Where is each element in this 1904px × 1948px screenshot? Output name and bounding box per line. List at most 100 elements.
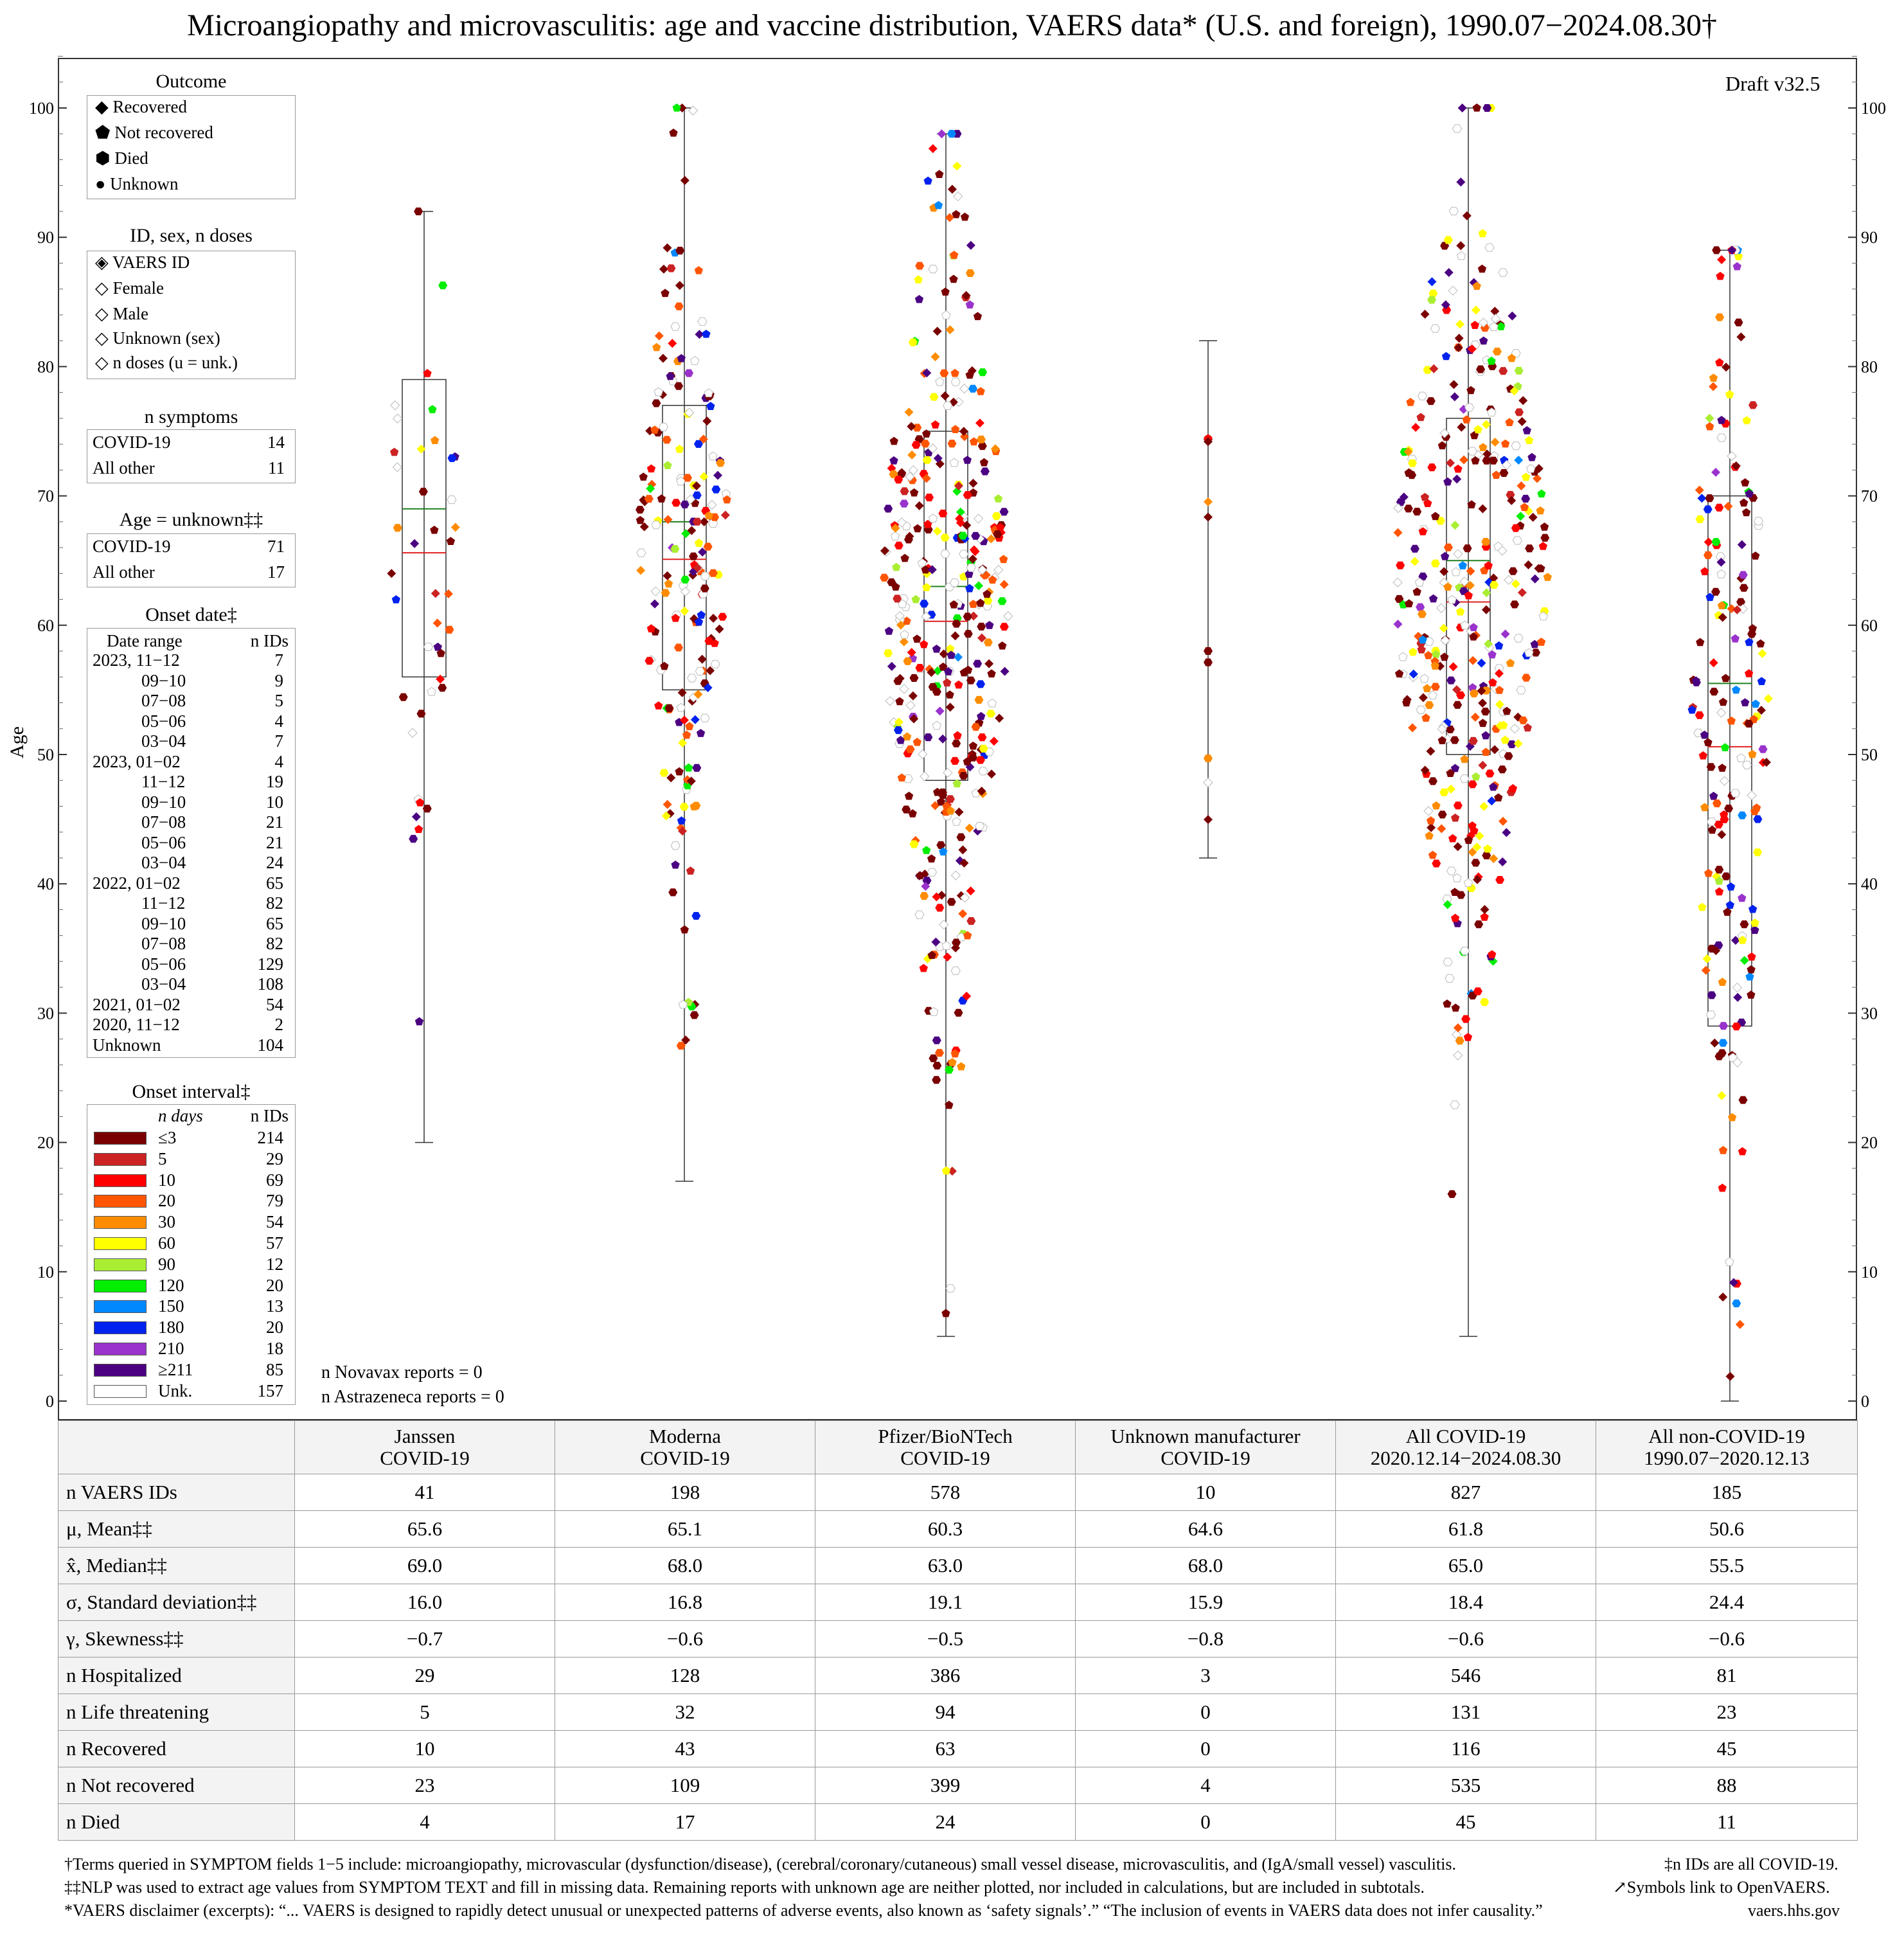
footnote-star-right: vaers.hhs.gov [1748,1901,1840,1920]
onset-date-range: 07−08 [141,934,186,953]
data-point [446,537,456,546]
data-point [1482,851,1491,860]
data-point [652,399,661,407]
data-point [974,581,984,591]
data-point [1423,366,1432,374]
y-tick-label-right: 20 [1861,1134,1878,1152]
data-point [1446,784,1456,794]
data-point [1499,469,1509,477]
data-point [436,648,445,657]
data-point [1476,365,1486,373]
data-point [1466,566,1475,576]
data-point [680,925,689,934]
data-point [1423,806,1434,816]
table-cell: 19.1 [815,1584,1076,1621]
n-symptoms-other-value: 11 [268,458,285,478]
data-point [1466,580,1475,590]
onset-date-range: 2022, 01−02 [93,873,181,893]
table-cell: 94 [815,1693,1076,1731]
onset-date-legend: Date range n IDs 2023, 11−12 7 09−10 9 07−08… [87,628,296,1058]
data-point [1751,551,1760,560]
data-point [1393,503,1403,514]
data-point [1440,652,1449,661]
data-point [889,456,898,465]
col-header-all-covid: All COVID-19 2020.12.14−2024.08.30 [1335,1420,1596,1474]
y-tick-label-right: 40 [1861,875,1878,893]
row-label: n Not recovered [58,1767,295,1804]
data-point [1747,965,1756,974]
data-point [927,565,937,575]
data-point [431,436,440,445]
data-point [948,1058,957,1066]
data-point [1468,737,1478,745]
data-point [1468,683,1477,692]
data-point [956,518,965,528]
data-point [916,871,925,880]
data-point [1716,271,1725,280]
data-point [1727,451,1737,461]
data-point [935,170,944,179]
data-point [1477,658,1486,668]
legend-doses: n doses (u = unk.) [112,353,238,372]
data-point [1478,760,1488,770]
data-point [973,514,984,524]
data-point [1412,508,1422,516]
data-point [932,1076,941,1084]
data-point [1003,611,1013,621]
data-point [710,659,720,669]
onset-interval-count: 13 [266,1296,283,1316]
data-point [1745,972,1754,981]
data-point [658,422,668,432]
data-point [959,384,970,394]
table-cell: 65.0 [1335,1547,1596,1584]
data-point [1419,674,1429,683]
data-point [1506,659,1515,667]
data-point [927,868,938,877]
data-point [398,693,408,701]
data-point [679,715,689,725]
onset-date-count: 7 [274,650,284,670]
data-point [690,1011,699,1019]
data-point [387,569,396,578]
data-point [908,809,917,818]
data-point [1204,647,1213,655]
table-row: n Recovered 10 43 63 0 116 45 [58,1730,1858,1767]
data-point [952,816,961,826]
data-point [430,525,439,534]
data-point [1540,523,1549,531]
data-point [1739,920,1749,929]
table-cell: −0.5 [815,1620,1076,1658]
data-point [1508,784,1518,792]
data-point [1523,723,1532,732]
data-point [1446,866,1457,875]
data-point [1459,576,1470,587]
data-point [677,353,686,362]
data-point [1536,506,1545,515]
row-label: n Life threatening [58,1693,295,1731]
plot-area [58,58,1857,1420]
data-point [977,565,988,575]
onset-interval-title: Onset interval‡ [132,1081,251,1102]
data-point [1714,503,1724,512]
data-point [954,807,964,817]
data-point [950,631,960,641]
data-point [1445,725,1455,733]
data-point [1455,319,1465,329]
data-point [694,539,704,547]
data-point [1521,494,1531,503]
data-point [1721,674,1731,683]
data-point [999,623,1009,631]
data-point [689,552,698,560]
onset-interval-count: 157 [257,1381,284,1400]
data-point [646,484,655,494]
data-point [1442,306,1452,314]
data-point [935,904,945,912]
table-cell: 68.0 [1075,1547,1336,1584]
data-point [1705,593,1714,602]
data-point [1447,1190,1457,1198]
col-header-moderna: Moderna COVID-19 [555,1420,815,1474]
onset-date-range: 03−04 [141,731,186,751]
data-point [1452,124,1463,133]
data-point [1700,730,1709,739]
data-point [1443,236,1453,244]
